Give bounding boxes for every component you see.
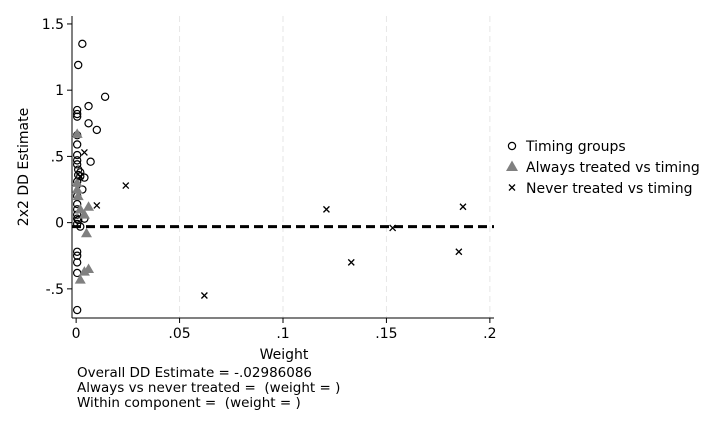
x-tick-label: 0 (72, 326, 81, 342)
never-treated-point (389, 224, 397, 232)
always-treated-point (83, 201, 95, 211)
timing-group-point (92, 125, 102, 135)
timing-group-point (72, 258, 82, 267)
y-tick-label: .5 (51, 149, 64, 165)
x-tick-label: .2 (483, 326, 496, 342)
y-axis-ticks: -.5 0 .5 1 1.5 (42, 17, 72, 298)
timing-group-point (72, 140, 82, 149)
timing-group-point (72, 112, 82, 121)
timing-group-point (72, 305, 82, 315)
y-axis-title: 2x2 DD Estimate (16, 108, 32, 226)
gridlines (179, 16, 491, 318)
y-tick-label: 0 (55, 216, 64, 232)
data-points (71, 39, 467, 315)
legend-item-never-treated: Never treated vs timing (508, 181, 692, 197)
x-tick-label: .05 (168, 326, 190, 342)
timing-group-point (72, 199, 82, 209)
timing-group-point (72, 109, 82, 119)
timing-group-point (100, 92, 110, 101)
timing-group-point (86, 157, 95, 166)
legend: Timing groups Always treated vs timing N… (506, 139, 700, 197)
x-tick-label: .15 (375, 326, 397, 342)
always-vs-never-text: Always vs never treated = (weight = ) (77, 380, 341, 396)
timing-group-point (78, 39, 87, 49)
never-treated-point (80, 148, 88, 156)
overall-dd-estimate-text: Overall DD Estimate = -.02986086 (77, 365, 313, 381)
timing-group-point (72, 247, 82, 256)
always-treated-point (71, 177, 83, 187)
always-treated-point (71, 128, 83, 138)
always-treated-point (78, 266, 90, 276)
timing-group-point (72, 150, 82, 160)
never-treated-point (200, 292, 208, 299)
x-axis-title: Weight (260, 347, 309, 363)
never-treated-point (455, 248, 463, 256)
always-treated-point (74, 274, 86, 284)
always-treated-point (71, 184, 83, 194)
timing-group-point (72, 156, 82, 165)
y-tick-label: -.5 (46, 282, 64, 298)
legend-label-timing-groups: Timing groups (525, 139, 626, 155)
always-treated-point (80, 227, 92, 238)
x-axis-ticks: 0 .05 .1 .15 .2 (72, 318, 497, 342)
legend-circle-marker (507, 141, 517, 151)
legend-triangle-marker (506, 160, 518, 171)
legend-label-always-treated: Always treated vs timing (526, 160, 700, 176)
never-treated-point (459, 203, 467, 211)
x-tick-label: .1 (276, 326, 289, 342)
y-tick-label: 1.5 (42, 17, 64, 33)
timing-group-point (76, 222, 85, 231)
timing-group-point (72, 160, 82, 169)
timing-group-point (84, 101, 93, 111)
legend-label-never-treated: Never treated vs timing (526, 181, 692, 197)
legend-item-timing-groups: Timing groups (507, 139, 626, 155)
legend-item-always-treated: Always treated vs timing (506, 160, 700, 176)
estimate-notes: Overall DD Estimate = -.02986086 Always … (77, 366, 340, 411)
never-treated-point (122, 182, 130, 190)
within-component-text: Within component = (weight = ) (77, 395, 301, 411)
never-treated-point (322, 205, 330, 213)
timing-group-point (74, 60, 83, 70)
always-treated-point (74, 203, 86, 214)
always-treated-point (78, 209, 90, 219)
never-treated-point (347, 258, 355, 266)
never-treated-point (76, 172, 84, 180)
timing-group-point (84, 119, 93, 128)
legend-x-marker (508, 184, 516, 191)
never-treated-point (93, 201, 101, 209)
always-treated-point (72, 190, 84, 201)
y-tick-label: 1 (55, 83, 64, 99)
